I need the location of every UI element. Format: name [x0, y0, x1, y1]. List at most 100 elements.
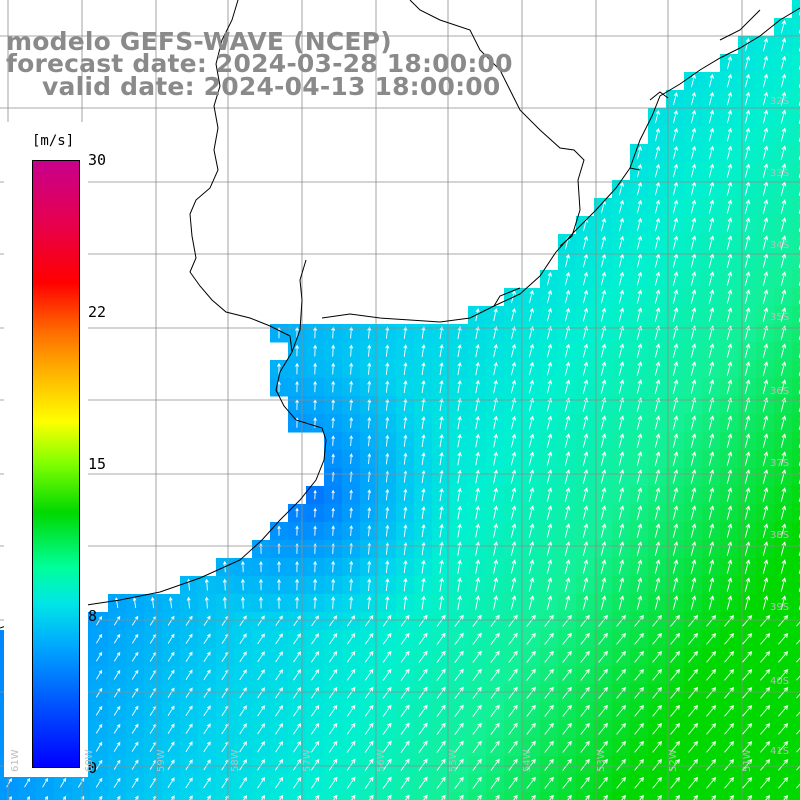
- wind-arrow: [582, 505, 589, 520]
- wind-arrow: [293, 651, 302, 663]
- wind-arrow: [600, 271, 607, 286]
- wind-arrow: [385, 560, 390, 573]
- wind-arrow: [690, 109, 697, 124]
- wind-arrow: [672, 127, 679, 142]
- valid-date: valid date: 2024-04-13 18:00:00: [42, 72, 501, 101]
- wind-arrow: [726, 505, 733, 520]
- wind-arrow: [546, 541, 553, 556]
- wind-arrow: [711, 794, 717, 800]
- river-border: [291, 0, 761, 353]
- wind-arrow: [418, 758, 428, 771]
- wind-arrow: [24, 777, 30, 788]
- lat-label: 37S: [770, 458, 790, 469]
- wind-arrow: [726, 487, 733, 502]
- wind-arrow: [167, 723, 175, 735]
- wind-arrow: [654, 199, 661, 214]
- wind-arrow: [726, 379, 733, 394]
- wind-arrow: [762, 361, 769, 376]
- wind-arrow: [167, 669, 175, 680]
- wind-arrow: [778, 668, 789, 681]
- wind-arrow: [310, 704, 320, 717]
- wind-arrow: [296, 794, 302, 800]
- wind-speed-cell: [792, 630, 800, 649]
- wind-arrow: [744, 505, 751, 520]
- lon-label: 56W: [376, 749, 387, 772]
- wind-arrow: [418, 650, 428, 663]
- wind-arrow: [672, 379, 679, 394]
- wind-arrow: [564, 325, 571, 340]
- wind-arrow: [185, 759, 193, 771]
- wind-arrow: [600, 217, 607, 232]
- wind-arrow: [311, 615, 319, 627]
- wind-arrow: [167, 633, 175, 644]
- wind-arrow: [780, 289, 787, 304]
- wind-arrow: [780, 559, 787, 574]
- wind-arrow: [510, 541, 517, 556]
- wind-arrow: [654, 559, 661, 574]
- wind-arrow: [95, 687, 103, 698]
- wind-arrow: [654, 595, 661, 610]
- wind-arrow: [636, 451, 643, 466]
- wind-arrow: [457, 505, 462, 520]
- wind-arrow: [346, 740, 356, 753]
- wind-arrow: [421, 506, 426, 520]
- wind-arrow: [457, 397, 462, 412]
- wind-arrow: [385, 398, 390, 411]
- wind-speed-cell: [216, 792, 235, 800]
- wind-arrow: [670, 650, 681, 663]
- wind-arrow: [636, 163, 643, 178]
- wind-arrow: [706, 686, 717, 699]
- wind-arrow: [708, 361, 715, 376]
- wind-arrow: [708, 523, 715, 538]
- wind-arrow: [257, 741, 266, 753]
- wind-arrow: [526, 740, 536, 753]
- lat-label: 39S: [770, 602, 790, 613]
- wind-arrow: [582, 289, 589, 304]
- wind-speed-cell: [792, 486, 800, 505]
- wind-speed-cell: [558, 792, 577, 800]
- wind-arrow: [634, 758, 644, 771]
- wind-arrow: [546, 451, 553, 466]
- wind-arrow: [382, 632, 392, 645]
- wind-arrow: [454, 776, 464, 789]
- wind-arrow: [783, 794, 789, 800]
- wind-arrow: [295, 507, 299, 518]
- wind-arrow: [744, 361, 751, 376]
- wind-arrow: [510, 343, 517, 358]
- wind-arrow: [310, 740, 320, 753]
- wind-arrow: [203, 741, 211, 753]
- wind-arrow: [654, 343, 661, 358]
- wind-speed-cell: [792, 612, 800, 631]
- wind-arrow: [403, 524, 408, 537]
- wind-arrow: [421, 344, 426, 357]
- wind-arrow: [742, 758, 753, 771]
- colorbar-tick-15: 15: [88, 455, 107, 473]
- wind-arrow: [42, 777, 48, 788]
- wind-arrow: [726, 559, 733, 574]
- wind-arrow: [670, 722, 681, 735]
- wind-speed-cell: [792, 756, 800, 775]
- wind-arrow: [690, 181, 697, 196]
- wind-speed-cell: [774, 792, 793, 800]
- wind-arrow: [385, 326, 390, 339]
- wind-arrow: [636, 433, 643, 448]
- wind-arrow: [654, 110, 660, 124]
- wind-arrow: [346, 686, 356, 699]
- wind-arrow: [744, 451, 751, 466]
- wind-speed-cell: [792, 144, 800, 163]
- wind-arrow: [385, 524, 390, 537]
- wind-arrow: [421, 559, 426, 574]
- wind-arrow: [726, 55, 732, 70]
- wind-arrow: [526, 668, 536, 681]
- wind-speed-cell: [594, 792, 613, 800]
- wind-arrow: [780, 379, 787, 394]
- wind-arrow: [385, 595, 390, 610]
- wind-arrow: [544, 668, 554, 681]
- wind-arrow: [726, 199, 733, 214]
- wind-arrow: [493, 379, 498, 394]
- wind-arrow: [292, 758, 302, 771]
- wind-speed-cell: [738, 792, 757, 800]
- wind-arrow: [618, 451, 625, 466]
- wind-speed-cell: [792, 396, 800, 415]
- wind-arrow: [114, 597, 119, 608]
